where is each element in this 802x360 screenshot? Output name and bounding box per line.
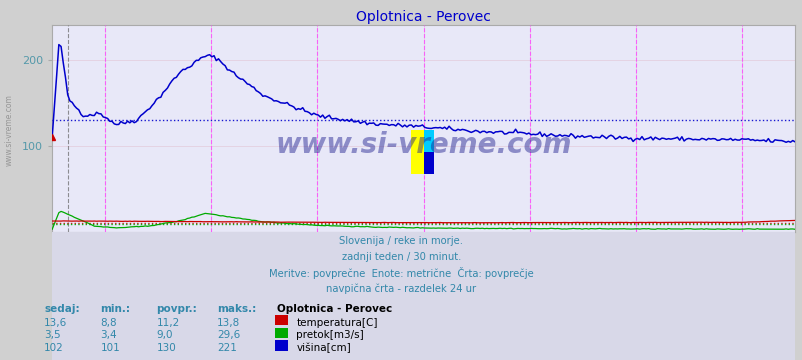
- Title: Oplotnica - Perovec: Oplotnica - Perovec: [356, 10, 490, 24]
- Text: 13,8: 13,8: [217, 318, 240, 328]
- Text: www.si-vreme.com: www.si-vreme.com: [5, 94, 14, 166]
- Text: temperatura[C]: temperatura[C]: [296, 318, 377, 328]
- Text: navpična črta - razdelek 24 ur: navpična črta - razdelek 24 ur: [326, 283, 476, 294]
- Text: Slovenija / reke in morje.: Slovenija / reke in morje.: [339, 236, 463, 246]
- Text: maks.:: maks.:: [217, 304, 256, 314]
- Text: 101: 101: [100, 343, 120, 353]
- Text: 3,4: 3,4: [100, 330, 117, 341]
- Text: višina[cm]: višina[cm]: [296, 343, 350, 353]
- Bar: [423, 130, 434, 152]
- Text: 8,8: 8,8: [100, 318, 117, 328]
- Text: zadnji teden / 30 minut.: zadnji teden / 30 minut.: [342, 252, 460, 262]
- Text: www.si-vreme.com: www.si-vreme.com: [275, 131, 571, 159]
- Text: Oplotnica - Perovec: Oplotnica - Perovec: [277, 304, 392, 314]
- Bar: [423, 152, 434, 174]
- Text: 3,5: 3,5: [44, 330, 61, 341]
- Text: 130: 130: [156, 343, 176, 353]
- Text: sedaj:: sedaj:: [44, 304, 79, 314]
- Text: 29,6: 29,6: [217, 330, 240, 341]
- Text: 9,0: 9,0: [156, 330, 173, 341]
- Text: Meritve: povprečne  Enote: metrične  Črta: povprečje: Meritve: povprečne Enote: metrične Črta:…: [269, 267, 533, 279]
- Text: pretok[m3/s]: pretok[m3/s]: [296, 330, 363, 341]
- Bar: [411, 130, 423, 174]
- Text: povpr.:: povpr.:: [156, 304, 197, 314]
- Text: 221: 221: [217, 343, 237, 353]
- Text: 11,2: 11,2: [156, 318, 180, 328]
- Text: 13,6: 13,6: [44, 318, 67, 328]
- Text: min.:: min.:: [100, 304, 130, 314]
- Text: 102: 102: [44, 343, 64, 353]
